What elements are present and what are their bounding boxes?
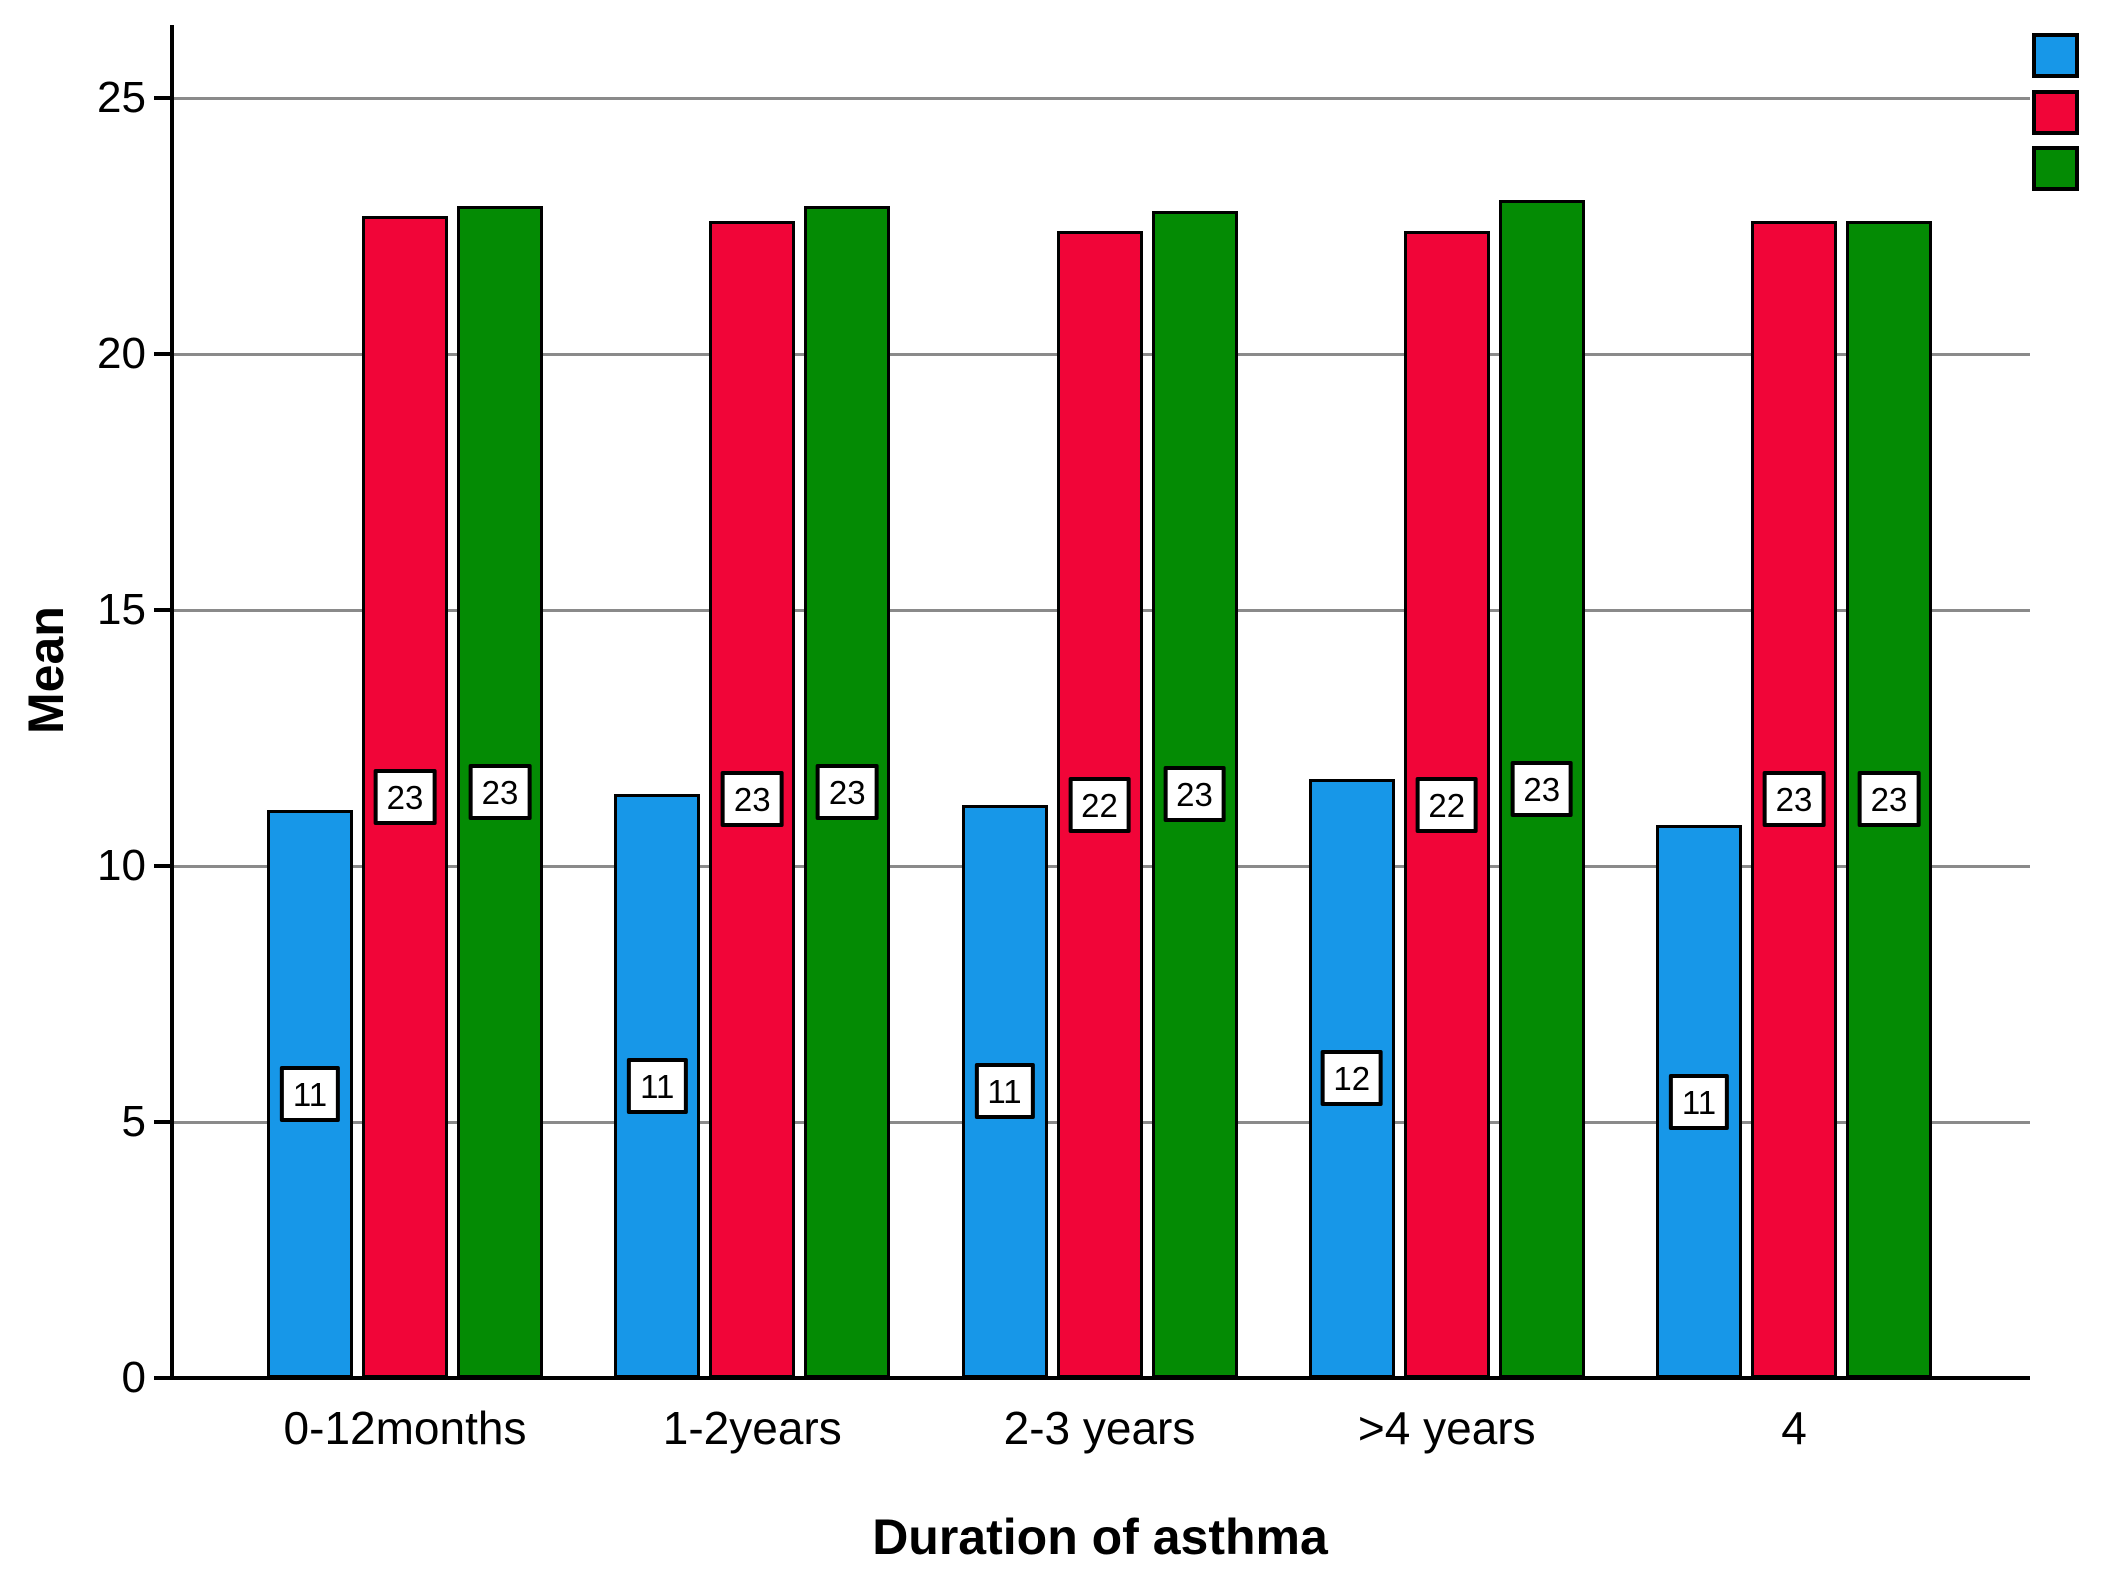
bar-value-label: 23 — [468, 763, 532, 820]
y-tick-label: 5 — [121, 1097, 146, 1146]
bar-value-label: 23 — [1762, 771, 1826, 828]
bar-value-label: 11 — [279, 1065, 341, 1122]
bar-value-label: 22 — [1068, 776, 1131, 833]
x-axis-line — [170, 1376, 2030, 1380]
bar-value-label: 23 — [1857, 771, 1921, 828]
x-category-label: 1-2years — [662, 1402, 842, 1454]
y-gridline — [172, 96, 2030, 100]
x-category-label: 0-12months — [283, 1402, 527, 1454]
y-tick — [154, 608, 172, 612]
y-tick — [154, 352, 172, 356]
y-tick — [154, 864, 172, 868]
y-tick — [154, 1120, 172, 1124]
x-category-label: 2-3 years — [1003, 1402, 1196, 1454]
bar-value-label: 23 — [720, 771, 784, 828]
bar-value-label: 12 — [1320, 1050, 1384, 1107]
y-tick-label: 20 — [97, 329, 146, 378]
x-category-label: 4 — [1781, 1402, 1807, 1454]
legend-swatch-green — [2032, 146, 2079, 191]
y-tick-label: 15 — [97, 585, 146, 634]
y-tick — [154, 96, 172, 100]
y-tick-label: 10 — [97, 841, 146, 890]
bar-value-label: 11 — [1668, 1073, 1730, 1130]
y-axis-line — [170, 25, 174, 1380]
bar-value-label: 11 — [627, 1058, 688, 1115]
bar-value-label: 23 — [1163, 766, 1226, 823]
legend-swatch-red — [2032, 89, 2079, 135]
x-axis-title: Duration of asthma — [872, 1509, 1328, 1565]
x-category-label: >4 years — [1357, 1402, 1536, 1454]
legend-swatch-blue — [2032, 33, 2079, 78]
bar-value-label: 23 — [1510, 761, 1574, 818]
bar-value-label: 11 — [974, 1063, 1035, 1120]
bar-value-label: 23 — [815, 763, 879, 820]
y-tick-label: 0 — [121, 1353, 146, 1402]
bar-value-label: 23 — [373, 768, 437, 825]
y-axis-title: Mean — [18, 606, 74, 734]
bar-value-label: 22 — [1415, 776, 1479, 833]
y-tick — [154, 1376, 172, 1380]
y-tick-label: 25 — [97, 73, 146, 122]
